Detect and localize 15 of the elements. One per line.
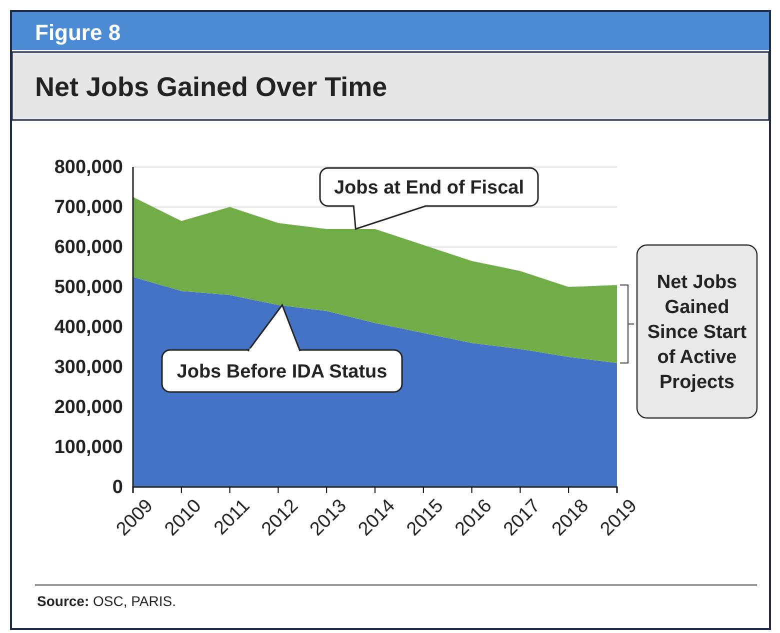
y-tick-label: 700,000	[54, 197, 123, 218]
y-tick-label: 600,000	[54, 237, 123, 258]
series-label: Net Jobs Gained Since Start of Active Projects	[647, 272, 748, 394]
y-tick-label: 500,000	[54, 277, 123, 298]
chart-title: Net Jobs Gained Over Time	[35, 72, 388, 102]
y-tick-label: 200,000	[54, 397, 123, 418]
series-label: Jobs Before IDA Status	[176, 362, 388, 383]
y-tick-label: 300,000	[54, 357, 123, 378]
chart-subtitle: Figure 8	[35, 20, 121, 45]
y-tick-label: 800,000	[54, 157, 123, 178]
source-note: Source: OSC, PARIS.	[37, 593, 176, 609]
y-tick-label: 400,000	[54, 317, 123, 338]
y-tick-label: 0	[112, 477, 123, 498]
annotation: Jobs at End of Fiscal	[334, 178, 524, 199]
y-tick-label: 100,000	[54, 437, 123, 458]
